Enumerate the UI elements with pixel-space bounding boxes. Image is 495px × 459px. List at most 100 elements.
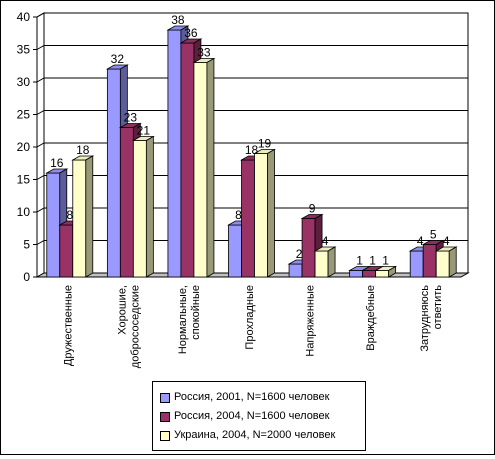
data-label: 33 [197, 46, 211, 60]
gridline [36, 45, 468, 50]
y-tick-label: 10 [17, 205, 31, 219]
bar-front [301, 218, 316, 278]
category-label: Нормальные,спокойные [177, 285, 202, 354]
bar-front [59, 224, 74, 278]
y-tick-label: 0 [23, 270, 30, 284]
gridline [36, 240, 468, 245]
bar-front [409, 250, 424, 278]
category-label-line: спокойные [190, 285, 202, 340]
gridlines [36, 12, 468, 245]
bar-front [119, 127, 134, 278]
bar-front [193, 62, 208, 278]
bar-front [180, 42, 195, 278]
gridline [36, 207, 468, 213]
gridline [36, 110, 468, 115]
data-label: 8 [66, 208, 73, 222]
bar-front [422, 244, 437, 278]
category-label: Затрудняюсьответить [419, 285, 444, 352]
category-label-line: Нормальные, [177, 285, 189, 354]
category-label-line: Прохладные [244, 285, 256, 350]
category-label: Враждебные [365, 285, 377, 351]
data-label: 36 [184, 26, 198, 40]
bar-front [349, 270, 364, 278]
data-label: 9 [309, 202, 316, 216]
data-label: 1 [382, 254, 389, 268]
bar-side [448, 246, 457, 278]
data-label: 4 [443, 234, 450, 248]
data-label: 18 [245, 143, 259, 157]
bar-front [362, 270, 377, 278]
bar [71, 155, 95, 278]
data-label: 1 [356, 254, 363, 268]
bar [192, 57, 216, 278]
bar-side [388, 265, 397, 278]
category-label-line: Враждебные [365, 285, 377, 351]
gridline [36, 12, 468, 18]
data-label: 23 [124, 111, 138, 125]
bar-front [288, 263, 303, 278]
category-label: Напряженные [305, 285, 317, 357]
legend: Россия, 2001, N=1600 человек Россия, 200… [152, 381, 366, 451]
data-label: 21 [137, 124, 151, 138]
y-tick-label: 25 [17, 108, 31, 122]
category-label-line: Хорошие, [116, 285, 128, 335]
bar-front [167, 29, 182, 278]
bar-front [435, 250, 450, 278]
y-tick-label: 35 [17, 43, 31, 57]
bar-side [206, 57, 215, 278]
gridline [36, 77, 468, 83]
bar [374, 265, 398, 278]
y-tick-label: 15 [17, 173, 31, 187]
data-label: 38 [171, 13, 185, 27]
data-label: 4 [322, 234, 329, 248]
bar-side [267, 148, 275, 278]
category-label-line: Дружественные [62, 285, 74, 366]
data-label: 4 [417, 234, 424, 248]
bar-side [327, 246, 336, 278]
bar [434, 246, 458, 278]
legend-swatch [160, 412, 170, 422]
bar [131, 135, 155, 278]
bar [313, 246, 337, 278]
y-tick-label: 20 [17, 140, 31, 154]
legend-label: Россия, 2001, N=1600 человек [174, 391, 330, 403]
category-label: Хорошие,добрососедские [116, 285, 141, 368]
bar [252, 148, 277, 278]
legend-label: Россия, 2004, N=1600 человек [174, 410, 330, 422]
data-label: 18 [76, 143, 90, 157]
bar-front [106, 68, 121, 278]
bar-side [145, 135, 154, 278]
gridline [36, 142, 468, 148]
category-label-line: Затрудняюсь [419, 285, 431, 352]
data-label: 19 [258, 137, 272, 151]
category-label-line: Напряженные [305, 285, 317, 357]
data-label: 8 [235, 208, 242, 222]
bar-front [72, 159, 87, 278]
category-labels: Дружественные Хорошие,добрососедские Норма… [62, 285, 444, 368]
bar-front [375, 270, 390, 278]
bar-front [314, 250, 329, 278]
legend-swatch [160, 431, 170, 441]
y-tick-label: 30 [17, 75, 31, 89]
category-label-line: ответить [432, 285, 444, 330]
bar-side [85, 155, 94, 278]
category-label-line: добрососедские [129, 285, 141, 368]
bar-front [46, 172, 61, 278]
bar-front [241, 159, 255, 278]
data-label: 32 [111, 52, 125, 66]
legend-label: Украина, 2004, N=2000 человек [174, 429, 336, 441]
category-label: Прохладные [244, 285, 256, 350]
bar-front [254, 153, 268, 278]
gridline [36, 175, 468, 180]
data-label: 16 [50, 156, 64, 170]
data-label: 5 [430, 228, 437, 242]
bar-front [132, 140, 147, 278]
y-tick-label: 40 [17, 10, 31, 24]
data-label: 1 [369, 254, 376, 268]
data-label: 2 [296, 247, 303, 261]
y-tick-label: 5 [23, 238, 30, 252]
bar-front [228, 224, 242, 278]
category-label: Дружественные [62, 285, 74, 366]
